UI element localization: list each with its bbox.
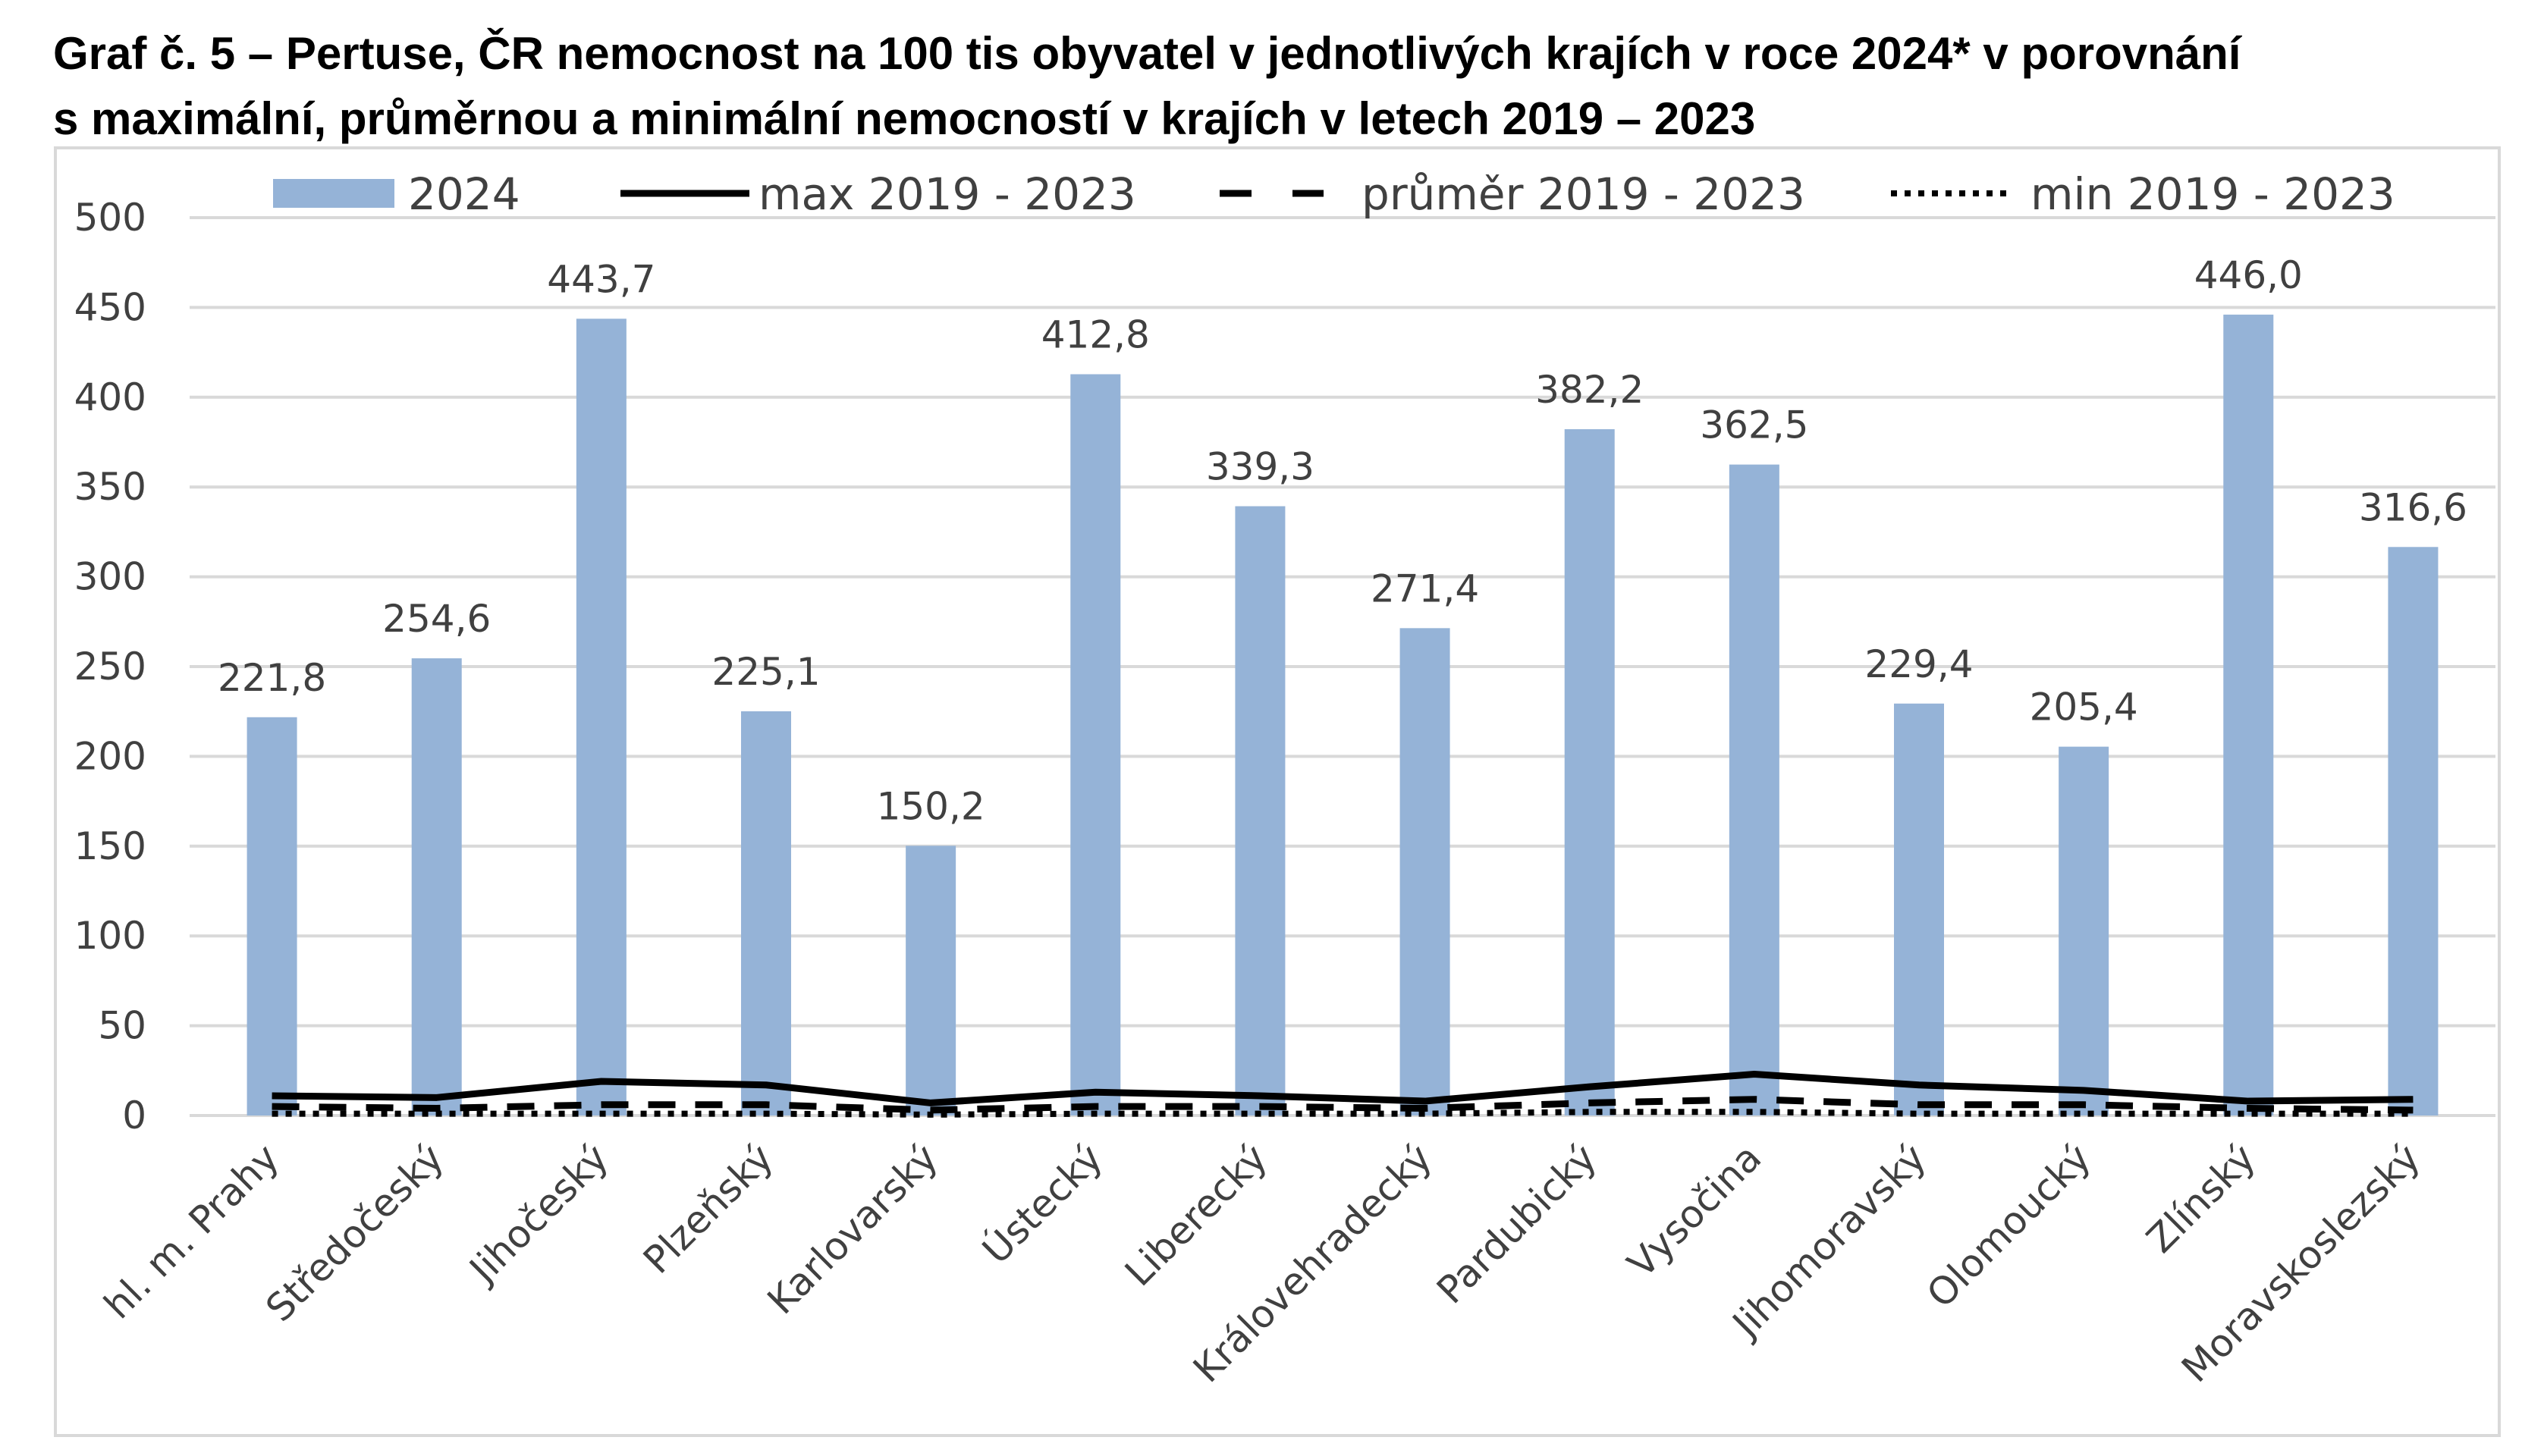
data-label-2: 443,7 [547, 257, 655, 301]
data-label-9: 362,5 [1700, 403, 1808, 447]
legend-label-dashed: průměr 2019 - 2023 [1362, 168, 1805, 220]
y-tick-0: 0 [122, 1094, 146, 1138]
reference-lines [272, 1071, 2414, 1118]
chart-title-line-1: Graf č. 5 – Pertuse, ČR nemocnost na 100… [53, 28, 2241, 79]
y-tick-200: 200 [74, 734, 146, 778]
legend-label-solid: max 2019 - 2023 [758, 168, 1136, 220]
bar-2 [576, 318, 627, 1116]
data-label-6: 339,3 [1206, 445, 1314, 489]
y-tick-250: 250 [74, 645, 146, 689]
data-label-8: 382,2 [1535, 368, 1644, 412]
legend-swatch-bar [273, 179, 394, 208]
bar-3 [741, 711, 791, 1116]
data-label-7: 271,4 [1371, 566, 1479, 610]
legend-label-bar: 2024 [408, 168, 520, 220]
data-label-10: 229,4 [1864, 642, 1973, 686]
bar-9 [1729, 464, 1779, 1116]
chart-title-line-2: s maximální, průměrnou a minimální nemoc… [53, 93, 1756, 144]
y-tick-150: 150 [74, 824, 146, 868]
data-label-3: 225,1 [711, 650, 820, 694]
legend-label-dotted: min 2019 - 2023 [2030, 168, 2395, 220]
y-tick-50: 50 [98, 1004, 146, 1048]
bar-8 [1564, 428, 1615, 1116]
data-labels: 221,8 254,6 443,7 225,1 150,2 412,8 339,3 271,4… [218, 253, 2467, 828]
data-label-4: 150,2 [877, 784, 985, 828]
bar-0 [247, 717, 297, 1116]
bar-7 [1399, 628, 1450, 1116]
bars-2024 [247, 314, 2439, 1116]
legend: 2024 max 2019 - 2023 průměr 2019 - 2023 min… [273, 168, 2395, 220]
line-solid [272, 1071, 2414, 1106]
bar-12 [2223, 314, 2274, 1116]
data-label-1: 254,6 [382, 597, 491, 641]
line-dotted [272, 1109, 2414, 1118]
bar-6 [1235, 506, 1286, 1116]
y-tick-350: 350 [74, 465, 146, 509]
y-tick-300: 300 [74, 555, 146, 599]
chart-title: Graf č. 5 – Pertuse, ČR nemocnost na 100… [53, 21, 2480, 152]
data-label-11: 205,4 [2030, 686, 2138, 730]
data-label-5: 412,8 [1041, 312, 1150, 356]
y-axis-ticks: 0 50 100 150 200 250 300 350 400 450 500 [74, 196, 146, 1138]
bar-11 [2059, 746, 2109, 1116]
gridlines [190, 216, 2495, 1117]
bar-5 [1070, 374, 1121, 1116]
data-label-13: 316,6 [2359, 485, 2467, 529]
y-tick-400: 400 [74, 375, 146, 419]
data-label-12: 446,0 [2194, 253, 2303, 297]
bar-13 [2388, 547, 2439, 1116]
data-label-0: 221,8 [218, 656, 326, 700]
y-tick-500: 500 [74, 196, 146, 240]
y-tick-100: 100 [74, 914, 146, 958]
bar-10 [1894, 703, 1944, 1116]
bar-4 [906, 846, 956, 1116]
bar-1 [411, 658, 462, 1116]
y-tick-450: 450 [74, 285, 146, 329]
